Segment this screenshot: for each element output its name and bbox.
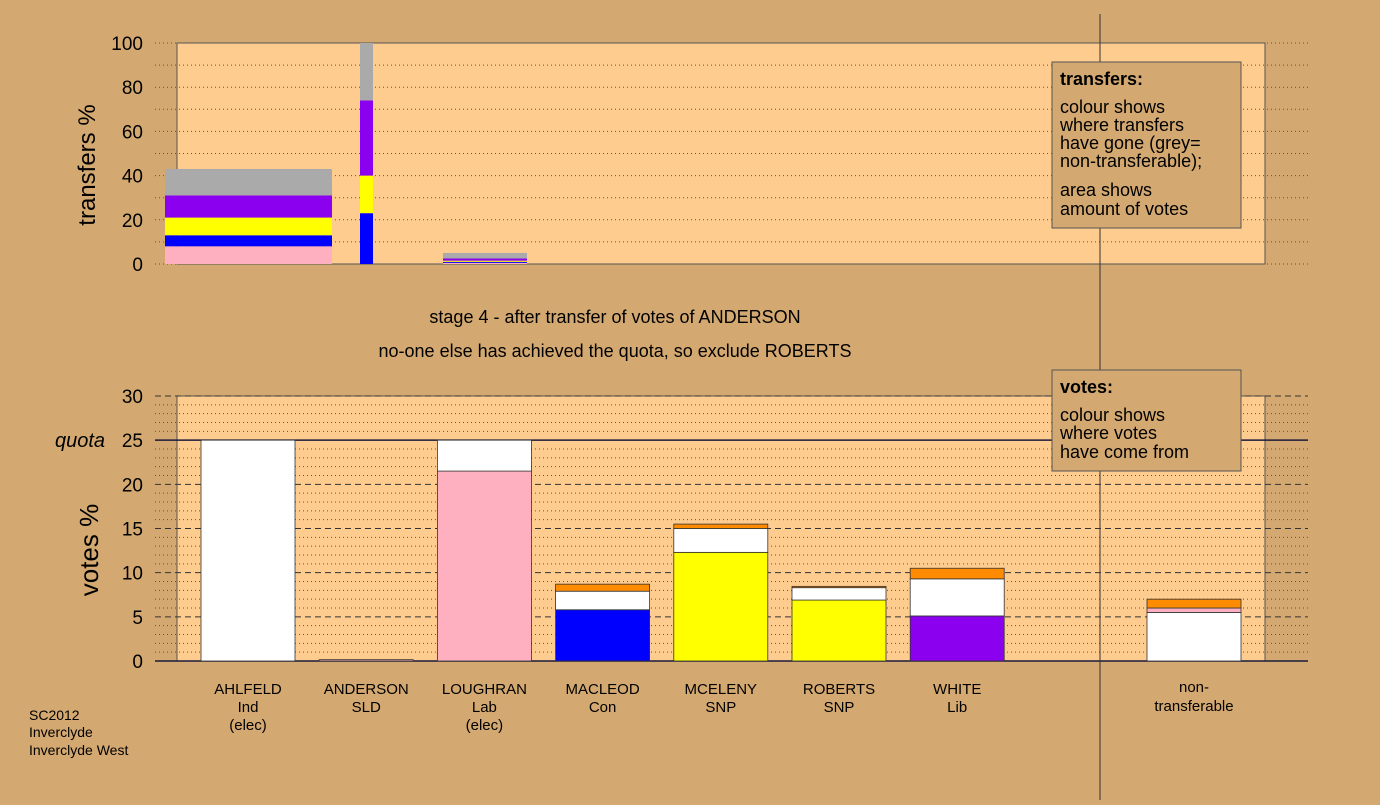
transfers-legend-title: transfers: [1060, 69, 1143, 89]
transfers-legend-line: where transfers [1059, 115, 1184, 135]
votes-y-ticks: 0 5 10 15 20 25 30 [122, 387, 143, 673]
transfers-y-tick-label: 40 [122, 167, 143, 188]
quota-label: quota [55, 430, 105, 452]
votes-bars [200, 439, 1242, 662]
footer-line: Inverclyde [29, 724, 93, 740]
candidate-label: ANDERSON [324, 681, 409, 698]
transfers-legend-line: non-transferable); [1060, 151, 1202, 171]
transfers-bar-segment [165, 235, 332, 247]
candidate-label: (elec) [466, 717, 504, 734]
votes-bar-segment [791, 585, 887, 589]
transfers-bar-segment [165, 217, 332, 236]
transfers-bar-segment [165, 246, 332, 264]
votes-legend: votes: colour shows where votes have com… [1051, 369, 1242, 472]
transfers-bars [165, 43, 527, 264]
transfers-bar-segment [360, 43, 373, 101]
transfers-bar-segment [360, 213, 373, 264]
transfers-y-axis-label: transfers % [74, 104, 101, 225]
votes-bar-segment [791, 587, 887, 601]
candidate-label: SNP [705, 699, 736, 716]
stage-subtitle: no-one else has achieved the quota, so e… [379, 341, 852, 361]
votes-bar-segment [1146, 612, 1242, 662]
candidate-label: ROBERTS [803, 681, 875, 698]
votes-y-tick-label: 5 [132, 608, 143, 629]
transfers-y-ticks: 0 20 40 60 80 100 [111, 34, 143, 276]
transfers-bar-segment [443, 260, 527, 262]
transfers-bar-segment [443, 252, 527, 259]
votes-bar-segment [555, 583, 650, 592]
candidate-label: MACLEOD [566, 681, 640, 698]
transfers-legend-line: area shows [1060, 180, 1152, 200]
candidate-label: Lib [947, 699, 967, 716]
transfers-legend-box [1051, 61, 1242, 229]
candidate-label: Ind [238, 699, 259, 716]
votes-bar-segment [1146, 598, 1242, 609]
transfers-bar-segment [165, 168, 332, 196]
transfers-legend: transfers: colour shows where transfers … [1051, 61, 1242, 229]
transfers-bar-segment [443, 261, 527, 263]
votes-y-tick-label: 20 [122, 475, 143, 496]
votes-bar-segment [318, 659, 414, 662]
votes-bar-segment [673, 523, 769, 529]
transfers-bar-segment [360, 100, 373, 176]
votes-bar-segment [1146, 607, 1242, 613]
transfers-bar-segment [443, 258, 527, 261]
transfers-legend-line: colour shows [1060, 97, 1165, 117]
votes-y-tick-label: 30 [122, 387, 143, 408]
transfers-legend-line: have gone (grey= [1060, 133, 1201, 153]
transfers-y-tick-label: 0 [132, 255, 143, 276]
candidate-label: SNP [824, 699, 855, 716]
transfers-legend-line: amount of votes [1060, 199, 1188, 219]
votes-legend-line: colour shows [1060, 405, 1165, 425]
candidate-label: Lab [472, 699, 497, 716]
transfers-bar-segment [165, 195, 332, 218]
transfers-y-tick-label: 80 [122, 78, 143, 99]
votes-bar-segment [673, 528, 769, 553]
votes-bar-segment [909, 567, 1005, 580]
candidate-label: (elec) [229, 717, 267, 734]
votes-bar-segment [436, 439, 532, 472]
votes-bar-segment [909, 578, 1005, 617]
votes-legend-line: have come from [1060, 442, 1189, 462]
non-transferable-label: transferable [1154, 698, 1233, 715]
votes-bar-segment [555, 609, 650, 662]
votes-bar-segment [791, 599, 887, 662]
transfers-y-tick-label: 20 [122, 211, 143, 232]
votes-bar-segment [909, 615, 1005, 662]
votes-x-labels: AHLFELDInd(elec)ANDERSONSLDLOUGHRANLab(e… [214, 679, 1233, 734]
votes-bar-segment [673, 551, 769, 662]
votes-legend-title: votes: [1060, 377, 1113, 397]
votes-legend-line: where votes [1059, 423, 1157, 443]
votes-bar-segment [555, 590, 650, 611]
votes-y-tick-label: 25 [122, 431, 143, 452]
candidate-label: MCELENY [685, 681, 758, 698]
candidate-label: WHITE [933, 681, 981, 698]
candidate-label: AHLFELD [214, 681, 282, 698]
transfers-y-tick-label: 100 [111, 34, 143, 55]
candidate-label: LOUGHRAN [442, 681, 527, 698]
non-transferable-label: non- [1179, 679, 1209, 696]
transfers-bar-segment [360, 175, 373, 214]
footer-line: SC2012 [29, 707, 80, 723]
votes-y-tick-label: 0 [132, 652, 143, 673]
votes-legend-box [1051, 369, 1242, 472]
votes-y-axis-label: votes % [74, 504, 104, 597]
footer-line: Inverclyde West [29, 742, 128, 758]
transfers-bar-segment [443, 262, 527, 264]
votes-y-tick-label: 10 [122, 564, 143, 585]
candidate-label: Con [589, 699, 617, 716]
votes-bar-segment [200, 439, 296, 662]
votes-y-tick-label: 15 [122, 520, 143, 541]
votes-bar-segment [436, 470, 532, 662]
candidate-label: SLD [352, 699, 381, 716]
stage-title: stage 4 - after transfer of votes of AND… [429, 307, 800, 327]
transfers-y-tick-label: 60 [122, 122, 143, 143]
